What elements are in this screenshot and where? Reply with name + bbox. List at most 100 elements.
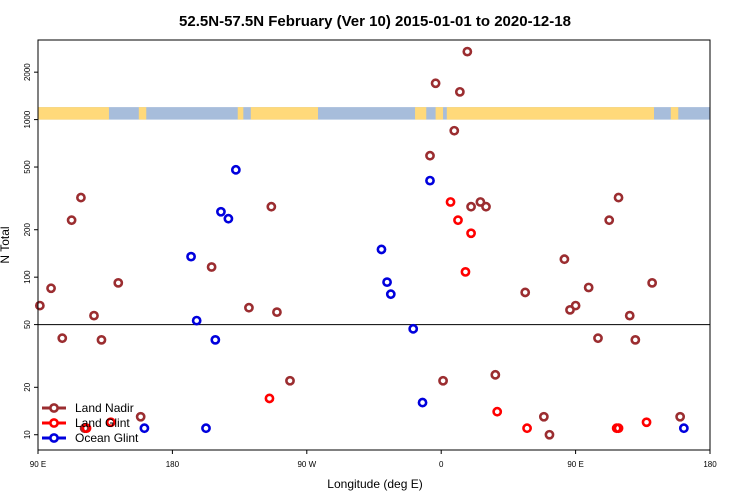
data-point	[453, 215, 463, 226]
data-point	[46, 283, 56, 294]
data-point	[583, 282, 594, 293]
y-tick-label: 500	[23, 160, 32, 174]
data-point	[57, 333, 68, 344]
map-band-land-7	[670, 107, 679, 120]
data-point	[647, 277, 658, 288]
y-tick-label: 50	[23, 320, 32, 329]
y-tick-label: 20	[23, 382, 32, 391]
data-point	[417, 397, 428, 408]
data-point	[376, 244, 387, 255]
x-tick-label: 90 E	[567, 460, 583, 469]
data-point	[613, 423, 624, 434]
y-axis-label: N Total	[0, 226, 12, 263]
y-tick-label: 100	[23, 270, 32, 284]
data-points	[34, 46, 689, 440]
data-point	[385, 289, 396, 300]
data-point	[139, 423, 150, 434]
data-point	[570, 300, 581, 311]
data-point	[230, 164, 241, 175]
data-point	[425, 175, 435, 186]
data-point	[604, 215, 615, 226]
map-band	[38, 107, 710, 120]
data-point	[475, 197, 486, 207]
data-point	[216, 206, 226, 217]
x-tick-label: 90 W	[297, 460, 316, 469]
data-point	[425, 150, 435, 161]
series-ocean-glint	[139, 164, 689, 434]
data-point	[408, 323, 419, 334]
map-band-land-2	[237, 107, 244, 120]
legend-marker	[49, 433, 59, 443]
data-point	[76, 192, 86, 203]
data-point	[186, 251, 196, 262]
x-axis: 90 E 180 90 W 0 90 E 180	[30, 450, 717, 469]
data-point	[105, 417, 116, 428]
data-point	[522, 423, 532, 434]
y-axis: 10 20 50 100 200 500 1000 2000	[23, 63, 38, 439]
x-tick-label: 180	[166, 460, 180, 469]
data-point	[285, 375, 295, 386]
y-tick-label: 1000	[23, 110, 32, 128]
legend-label: Land Nadir	[75, 401, 134, 415]
data-point	[490, 369, 501, 380]
x-tick-label: 180	[703, 460, 717, 469]
data-point	[264, 393, 275, 404]
data-point	[96, 334, 107, 345]
legend-marker	[49, 418, 59, 428]
data-point	[430, 78, 441, 89]
data-point	[89, 310, 99, 321]
data-point	[624, 310, 635, 321]
data-point	[210, 334, 221, 345]
data-point	[520, 287, 531, 298]
data-point	[481, 201, 491, 212]
y-tick-label: 2000	[23, 63, 32, 81]
data-point	[538, 411, 549, 422]
data-point	[66, 215, 77, 226]
chart-title: 52.5N-57.5N February (Ver 10) 2015-01-01…	[179, 13, 571, 30]
data-point	[223, 213, 234, 224]
data-point	[382, 277, 392, 288]
data-point	[559, 254, 570, 265]
legend-label: Ocean Glint	[75, 431, 139, 445]
data-point	[206, 262, 217, 272]
series-land-nadir	[34, 46, 686, 440]
data-point	[244, 302, 254, 313]
map-band-land-0	[38, 107, 109, 120]
map-band-land-3	[250, 107, 318, 120]
legend-label: Land Glint	[75, 416, 130, 430]
map-band-land-6	[446, 107, 654, 120]
x-tick-label: 90 E	[30, 460, 46, 469]
data-point	[445, 197, 456, 207]
data-point	[492, 406, 503, 417]
data-point	[449, 125, 460, 136]
data-point	[630, 334, 641, 345]
data-point	[266, 201, 277, 212]
data-point	[438, 375, 448, 386]
data-point	[593, 333, 603, 344]
data-point	[641, 417, 652, 428]
map-band-land-4	[415, 107, 427, 120]
data-point	[613, 192, 624, 203]
data-point	[466, 201, 476, 212]
data-point	[34, 300, 45, 311]
data-point	[678, 423, 689, 434]
data-point	[81, 423, 92, 434]
data-point	[113, 277, 124, 288]
x-axis-label: Longitude (deg E)	[327, 477, 422, 491]
plot-frame	[37, 39, 711, 451]
map-band-land-5	[435, 107, 444, 120]
map-band-land-1	[138, 107, 147, 120]
data-point	[272, 307, 282, 318]
data-point	[675, 411, 686, 422]
data-point	[201, 423, 211, 434]
data-point	[191, 315, 202, 326]
series-land-glint	[81, 197, 652, 434]
data-point	[454, 86, 465, 97]
data-point	[462, 46, 473, 57]
y-tick-label: 10	[23, 430, 32, 439]
x-tick-label: 0	[439, 460, 444, 469]
data-point	[544, 429, 555, 440]
